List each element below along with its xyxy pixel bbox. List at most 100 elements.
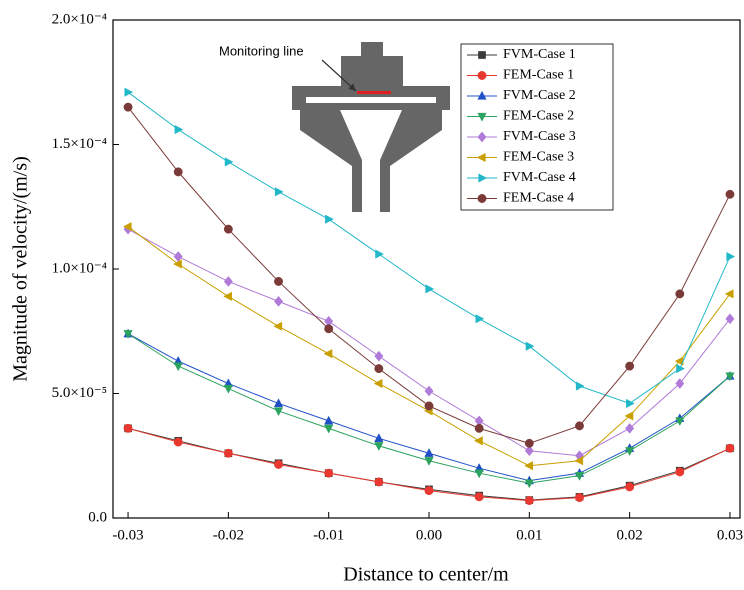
y-tick-label: 1.5×10⁻⁴ bbox=[52, 136, 107, 152]
marker bbox=[223, 448, 233, 458]
marker bbox=[173, 259, 182, 269]
legend-marker bbox=[476, 152, 486, 163]
marker bbox=[424, 448, 434, 457]
marker bbox=[675, 378, 685, 389]
y-tick-label: 2.0×10⁻⁴ bbox=[52, 11, 107, 27]
legend-label: FEM-Case 3 bbox=[503, 150, 574, 165]
x-tick-label: 0.01 bbox=[516, 527, 542, 543]
marker bbox=[324, 424, 334, 434]
legend-marker bbox=[477, 112, 487, 122]
marker bbox=[374, 477, 384, 487]
marker bbox=[675, 417, 685, 427]
marker bbox=[273, 398, 284, 408]
marker bbox=[174, 124, 184, 135]
marker bbox=[274, 460, 283, 469]
y-tick-label: 1.0×10⁻⁴ bbox=[52, 260, 107, 276]
series-line bbox=[127, 226, 731, 467]
marker bbox=[675, 289, 685, 299]
marker bbox=[625, 361, 635, 371]
marker bbox=[123, 330, 133, 339]
marker bbox=[724, 289, 734, 299]
x-tick-label: 0.03 bbox=[717, 527, 743, 543]
x-tick-label: -0.03 bbox=[112, 527, 143, 543]
marker bbox=[273, 407, 284, 417]
marker bbox=[424, 486, 434, 496]
marker bbox=[474, 469, 484, 479]
marker bbox=[574, 456, 584, 466]
marker bbox=[324, 324, 334, 334]
legend-marker bbox=[478, 51, 486, 59]
marker bbox=[223, 224, 233, 234]
x-tick-label: -0.01 bbox=[313, 527, 344, 543]
legend-marker bbox=[477, 131, 487, 143]
x-tick-label: 0.00 bbox=[416, 527, 442, 543]
legend-label: FVM-Case 1 bbox=[503, 47, 576, 62]
marker bbox=[123, 102, 133, 112]
marker bbox=[223, 384, 233, 394]
legend-label: FVM-Case 4 bbox=[503, 170, 576, 185]
marker bbox=[474, 492, 484, 502]
legend-marker bbox=[478, 173, 488, 183]
marker bbox=[474, 436, 483, 446]
marker bbox=[325, 214, 334, 224]
legend-marker bbox=[477, 194, 487, 203]
marker bbox=[524, 479, 534, 489]
y-tick-label: 0.0 bbox=[88, 509, 107, 525]
marker bbox=[374, 442, 384, 451]
marker bbox=[624, 411, 634, 421]
marker bbox=[725, 189, 735, 199]
marker bbox=[274, 277, 283, 286]
marker bbox=[375, 249, 385, 259]
inset-diagram bbox=[292, 42, 450, 212]
marker bbox=[575, 493, 584, 503]
marker bbox=[123, 423, 133, 433]
marker bbox=[173, 167, 183, 177]
marker bbox=[425, 284, 435, 294]
legend-marker bbox=[477, 71, 487, 80]
marker bbox=[575, 381, 585, 391]
marker bbox=[524, 461, 533, 471]
marker bbox=[574, 472, 585, 481]
marker bbox=[224, 157, 234, 167]
marker bbox=[676, 363, 685, 374]
marker bbox=[474, 423, 484, 433]
x-tick-label: -0.02 bbox=[213, 527, 244, 543]
marker bbox=[625, 447, 635, 456]
legend-label: FVM-Case 2 bbox=[503, 88, 576, 103]
marker bbox=[675, 467, 685, 477]
legend-label: FVM-Case 3 bbox=[503, 129, 576, 144]
marker bbox=[124, 87, 134, 97]
marker bbox=[173, 362, 183, 372]
marker bbox=[725, 443, 735, 453]
marker bbox=[525, 341, 535, 351]
marker bbox=[626, 398, 635, 409]
marker bbox=[524, 496, 534, 506]
marker bbox=[274, 295, 284, 307]
marker bbox=[625, 422, 635, 434]
series-line bbox=[127, 228, 731, 457]
marker bbox=[524, 438, 534, 448]
marker bbox=[274, 187, 284, 197]
legend-label: FEM-Case 1 bbox=[503, 68, 574, 83]
marker bbox=[424, 385, 434, 397]
marker bbox=[725, 313, 735, 325]
marker bbox=[323, 349, 333, 359]
annotation: Monitoring line bbox=[219, 43, 304, 58]
marker bbox=[726, 251, 736, 262]
marker bbox=[373, 378, 383, 389]
y-axis-label: Magnitude of velocity/(m/s) bbox=[10, 156, 32, 382]
marker bbox=[374, 350, 384, 362]
marker bbox=[424, 457, 434, 466]
legend-label: FEM-Case 2 bbox=[503, 109, 574, 124]
marker bbox=[374, 433, 384, 442]
marker bbox=[424, 401, 434, 411]
x-tick-label: 0.02 bbox=[617, 527, 643, 543]
marker bbox=[524, 445, 534, 457]
marker bbox=[273, 321, 283, 331]
marker bbox=[173, 437, 183, 447]
marker bbox=[374, 364, 384, 374]
marker bbox=[725, 372, 735, 382]
legend-marker bbox=[477, 90, 487, 100]
marker bbox=[324, 468, 334, 478]
